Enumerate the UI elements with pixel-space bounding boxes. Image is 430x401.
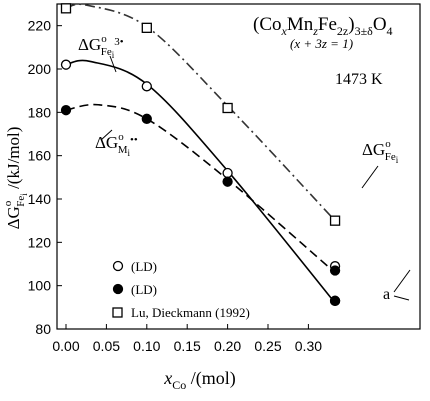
legend-marker-filled-circle bbox=[112, 283, 124, 295]
data-point-open-circle bbox=[222, 167, 233, 179]
data-point-filled-circle bbox=[329, 295, 341, 306]
data-markers bbox=[60, 3, 341, 306]
legend-label-filled-circle: (LD) bbox=[131, 282, 157, 297]
data-point-open-square bbox=[141, 22, 152, 33]
leader-a-1 bbox=[393, 269, 411, 293]
x-tick-label: 0.30 bbox=[295, 338, 322, 354]
annotation-a: a bbox=[383, 286, 390, 303]
y-axis-title: ΔGoFei /(kJ/mol) bbox=[2, 127, 29, 230]
y-tick-label: 140 bbox=[28, 191, 52, 207]
plot-frame bbox=[56, 3, 421, 330]
legend-marker-open-circle bbox=[112, 260, 124, 272]
leader-fe3 bbox=[109, 55, 117, 73]
data-point-filled-circle bbox=[222, 176, 233, 187]
x-tick-label: 0.00 bbox=[52, 338, 79, 354]
leader-fei bbox=[361, 165, 379, 189]
y-tick-label: 80 bbox=[35, 321, 51, 337]
data-point-open-square bbox=[60, 3, 72, 14]
y-tick-label: 200 bbox=[28, 61, 52, 77]
curve-dashed bbox=[65, 103, 336, 274]
data-point-filled-circle bbox=[60, 105, 72, 116]
curve-label-fe3: ΔGo Fei3• bbox=[78, 33, 124, 60]
legend-label-open-circle: (LD) bbox=[131, 259, 157, 274]
curve-label-mi: ΔGo Mi•• bbox=[95, 131, 138, 158]
constraint-note: (x + 3z = 1) bbox=[290, 36, 353, 51]
x-tick-label: 0.25 bbox=[254, 338, 281, 354]
y-tick-label: 180 bbox=[28, 104, 52, 120]
data-point-open-circle bbox=[60, 59, 72, 70]
y-tick-label: 220 bbox=[28, 18, 52, 34]
formula: (CoxMnzFe2z)3±δO4 bbox=[253, 14, 393, 38]
data-point-filled-circle bbox=[329, 265, 341, 276]
legend-label-open-square: Lu, Dieckmann (1992) bbox=[131, 305, 250, 320]
legend-marker-open-square bbox=[112, 307, 123, 318]
data-point-open-square bbox=[329, 215, 341, 226]
curve-solid bbox=[65, 59, 336, 304]
data-point-filled-circle bbox=[141, 113, 152, 124]
curve-label-fei: ΔGo Fei bbox=[362, 138, 399, 165]
axes: 80 100 120 140 160 180 200 220 0.00 0.05 0.10 0.15 0… bbox=[28, 3, 421, 354]
y-tick-label: 160 bbox=[28, 148, 52, 164]
x-tick-label: 0.05 bbox=[93, 338, 120, 354]
data-point-open-circle bbox=[141, 81, 152, 92]
leader-a-2 bbox=[393, 295, 410, 301]
leader-mi bbox=[100, 129, 113, 141]
y-tick-label: 120 bbox=[28, 234, 52, 250]
x-tick-label: 0.15 bbox=[174, 338, 201, 354]
y-tick-label: 100 bbox=[28, 278, 52, 294]
legend: (LD) (LD) Lu, Dieckmann (1992) bbox=[112, 259, 250, 320]
x-axis-title: xCo /(mol) bbox=[163, 368, 236, 392]
x-tick-label: 0.10 bbox=[133, 338, 160, 354]
x-tick-label: 0.20 bbox=[214, 338, 241, 354]
data-point-open-square bbox=[222, 102, 233, 114]
curves bbox=[65, 3, 336, 304]
temperature-label: 1473 K bbox=[335, 71, 383, 88]
curve-dashdot bbox=[65, 3, 336, 222]
